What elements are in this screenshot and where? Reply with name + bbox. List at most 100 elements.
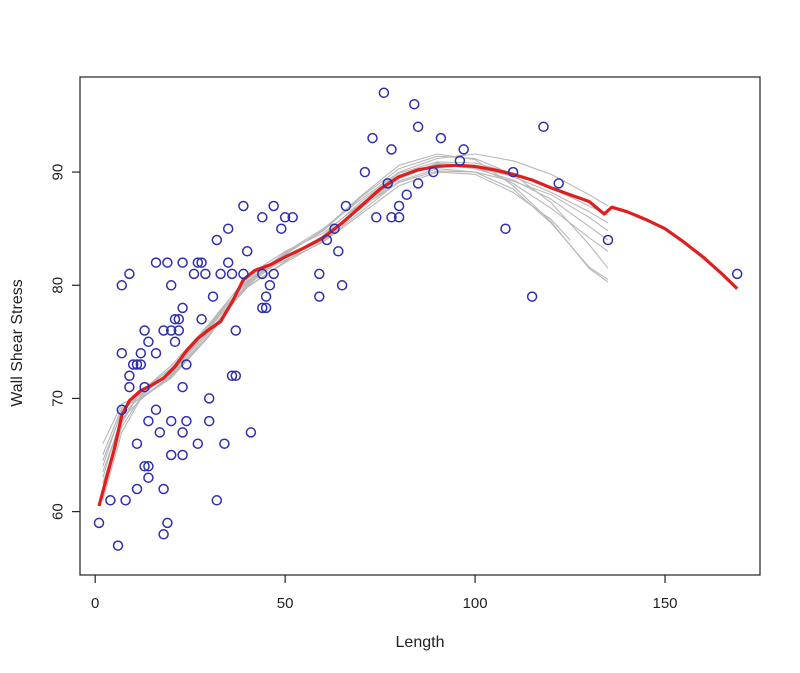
data-point-42 — [177, 302, 188, 314]
data-point-49 — [192, 257, 204, 268]
scatter-points — [93, 87, 743, 551]
data-point-22 — [143, 472, 154, 483]
x-tick-label-150: 150 — [653, 595, 678, 612]
data-point-62 — [222, 257, 234, 268]
data-point-39 — [173, 325, 185, 336]
data-point-95 — [386, 212, 397, 223]
data-point-52 — [196, 313, 207, 325]
data-point-47 — [181, 415, 192, 427]
data-point-19 — [139, 461, 150, 472]
data-point-103 — [435, 132, 447, 144]
data-point-77 — [268, 200, 279, 212]
data-point-73 — [257, 302, 268, 314]
data-point-96 — [393, 212, 405, 223]
fit-curve-group — [97, 163, 739, 507]
y-tick-label-90: 90 — [49, 164, 66, 181]
data-point-35 — [165, 415, 177, 427]
bootstrap-curve-10 — [102, 163, 609, 473]
data-point-57 — [211, 234, 223, 246]
data-point-26 — [150, 404, 162, 416]
data-point-67 — [238, 200, 249, 212]
x-axis: 0 50 100 150 — [91, 575, 678, 612]
data-point-112 — [731, 268, 743, 280]
data-point-86 — [333, 246, 344, 257]
data-point-50 — [192, 438, 204, 449]
data-point-61 — [222, 223, 234, 234]
data-point-75 — [260, 302, 272, 314]
data-point-45 — [177, 449, 188, 461]
data-point-48 — [188, 268, 200, 280]
data-point-76 — [264, 280, 276, 291]
plot-frame — [79, 76, 761, 576]
data-point-4 — [116, 404, 128, 416]
data-point-11 — [127, 359, 139, 370]
y-tick-label-60: 60 — [50, 503, 67, 520]
data-point-8 — [124, 381, 135, 393]
y-tick-label-70: 70 — [50, 390, 67, 407]
data-point-58 — [211, 495, 223, 506]
data-point-98 — [401, 189, 412, 200]
data-point-81 — [287, 212, 298, 223]
data-point-2 — [105, 495, 116, 506]
x-tick-label-0: 0 — [91, 595, 99, 612]
data-point-102 — [428, 166, 439, 178]
data-point-69 — [241, 246, 253, 257]
x-axis-label: Length — [396, 634, 445, 651]
data-point-72 — [257, 268, 268, 280]
data-point-108 — [526, 291, 538, 302]
data-point-89 — [359, 166, 371, 178]
y-axis: 60 70 80 90 — [49, 164, 80, 520]
data-point-83 — [314, 291, 325, 302]
data-point-10 — [124, 268, 135, 280]
data-point-100 — [412, 121, 424, 133]
data-point-29 — [158, 483, 169, 495]
data-point-51 — [196, 257, 207, 268]
data-point-68 — [238, 268, 249, 280]
data-point-17 — [139, 325, 150, 336]
data-point-107 — [507, 166, 519, 178]
data-point-44 — [177, 427, 188, 438]
fit-curve — [97, 163, 739, 507]
data-point-1 — [93, 517, 105, 529]
data-point-36 — [165, 449, 177, 461]
data-point-31 — [162, 517, 173, 529]
data-point-64 — [226, 370, 238, 382]
x-tick-label-50: 50 — [277, 595, 294, 612]
data-point-93 — [382, 178, 393, 189]
data-point-104 — [454, 155, 466, 167]
data-point-24 — [150, 257, 162, 268]
data-point-84 — [321, 234, 333, 246]
data-point-80 — [279, 212, 291, 223]
data-point-106 — [500, 223, 511, 234]
data-point-78 — [268, 268, 279, 280]
data-point-87 — [336, 280, 348, 291]
data-point-65 — [230, 370, 242, 382]
data-point-79 — [276, 223, 287, 234]
data-point-43 — [177, 381, 188, 393]
data-point-105 — [458, 144, 469, 155]
data-point-82 — [314, 268, 325, 280]
y-axis-label: Wall Shear Stress — [9, 279, 26, 406]
data-point-94 — [386, 144, 397, 155]
data-point-6 — [116, 280, 128, 291]
data-point-5 — [116, 347, 128, 359]
data-point-54 — [203, 393, 215, 404]
data-point-14 — [131, 483, 143, 495]
data-point-40 — [173, 313, 185, 325]
data-point-63 — [226, 268, 238, 280]
data-point-18 — [139, 381, 150, 393]
data-point-38 — [169, 313, 181, 325]
data-point-12 — [131, 438, 143, 449]
data-point-88 — [340, 200, 352, 212]
data-point-32 — [162, 257, 173, 268]
data-point-34 — [165, 325, 177, 336]
data-point-3 — [112, 540, 124, 551]
data-point-55 — [203, 415, 215, 427]
data-point-56 — [207, 291, 219, 302]
data-point-110 — [553, 178, 564, 189]
data-point-25 — [150, 347, 162, 359]
data-point-41 — [177, 257, 188, 268]
data-point-59 — [215, 268, 226, 280]
data-point-101 — [412, 178, 424, 189]
